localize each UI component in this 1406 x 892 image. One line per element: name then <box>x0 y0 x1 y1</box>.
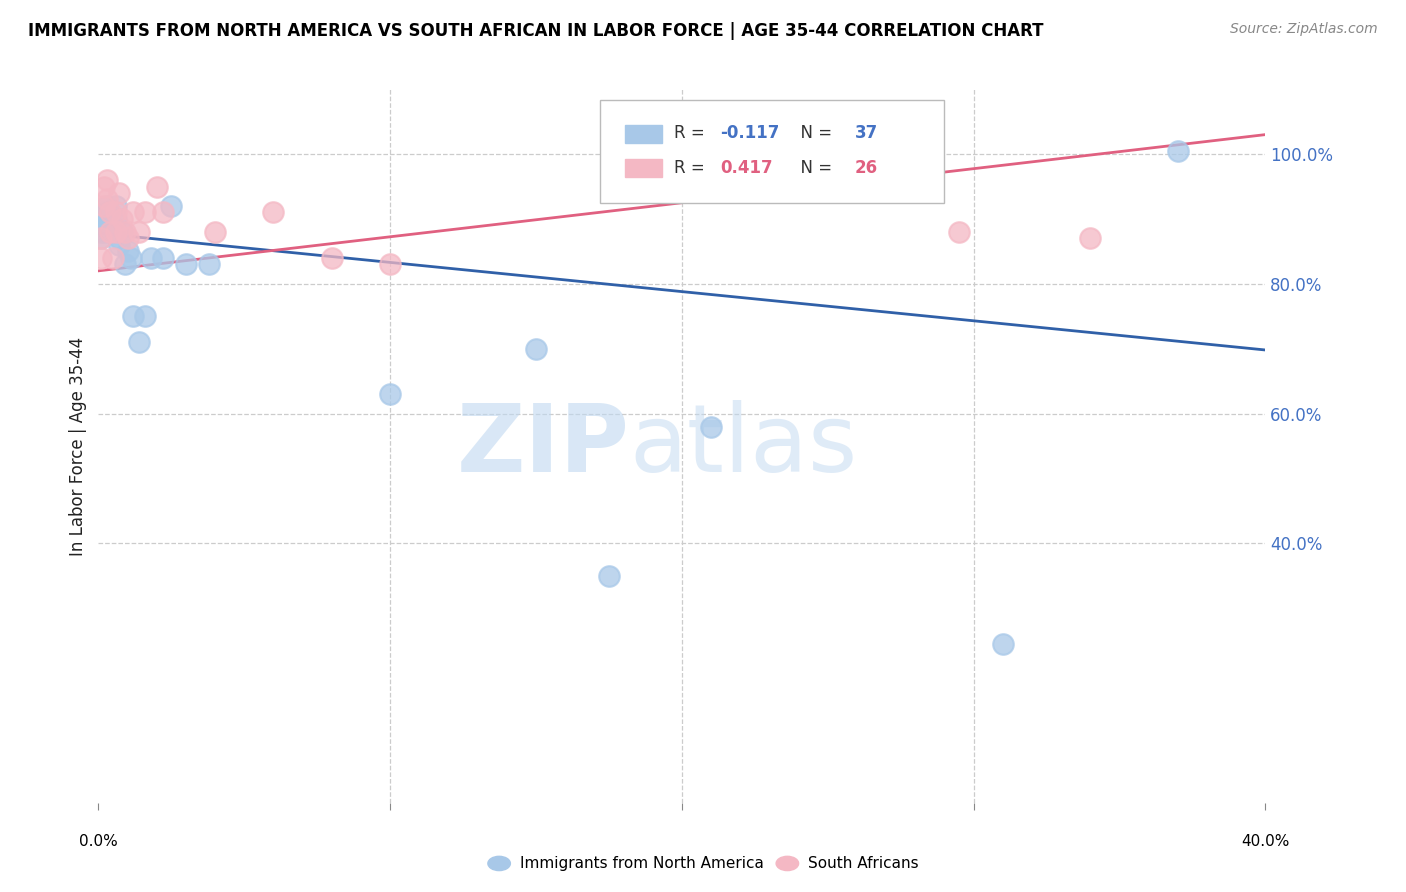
Text: atlas: atlas <box>630 400 858 492</box>
Point <box>96 211 118 226</box>
Point <box>96 193 118 207</box>
Point <box>321 251 343 265</box>
Text: Source: ZipAtlas.com: Source: ZipAtlas.com <box>1230 22 1378 37</box>
Text: ZIP: ZIP <box>457 400 630 492</box>
Point <box>96 205 118 219</box>
Point <box>700 419 723 434</box>
Point <box>96 219 118 233</box>
Point <box>146 179 169 194</box>
Point <box>104 199 127 213</box>
Point <box>378 387 402 401</box>
Point <box>139 251 162 265</box>
Point <box>98 219 121 233</box>
Point <box>108 238 131 252</box>
Text: N =: N = <box>790 159 838 177</box>
Point <box>90 231 112 245</box>
Text: South Africans: South Africans <box>808 856 920 871</box>
Text: -0.117: -0.117 <box>720 125 780 143</box>
Point <box>93 179 115 194</box>
Point <box>101 225 124 239</box>
Point <box>93 205 115 219</box>
FancyBboxPatch shape <box>600 100 945 203</box>
Point <box>93 199 115 213</box>
Text: Immigrants from North America: Immigrants from North America <box>520 856 763 871</box>
Point <box>174 257 197 271</box>
Point <box>117 244 139 259</box>
Point <box>114 225 136 239</box>
Point <box>98 225 121 239</box>
Point <box>90 211 112 226</box>
Text: N =: N = <box>790 125 838 143</box>
Point <box>98 225 121 239</box>
Point <box>991 637 1014 651</box>
Point <box>111 225 134 239</box>
Point <box>122 205 145 219</box>
Point <box>111 211 134 226</box>
Point <box>93 225 115 239</box>
Point <box>1167 144 1189 158</box>
Point <box>204 225 226 239</box>
Point <box>90 231 112 245</box>
Text: 26: 26 <box>855 159 877 177</box>
Point <box>378 257 402 271</box>
Text: 40.0%: 40.0% <box>1241 834 1289 849</box>
Point <box>98 205 121 219</box>
Point <box>90 251 112 265</box>
Point <box>134 205 156 219</box>
Point <box>262 205 284 219</box>
Point <box>104 225 127 239</box>
Point <box>98 211 121 226</box>
Point <box>93 219 115 233</box>
Point <box>128 225 150 239</box>
Point <box>101 251 124 265</box>
Text: 0.417: 0.417 <box>720 159 773 177</box>
Point <box>948 225 970 239</box>
Text: 0.0%: 0.0% <box>79 834 118 849</box>
Point <box>160 199 183 213</box>
Point <box>104 205 127 219</box>
FancyBboxPatch shape <box>624 160 662 178</box>
Point <box>152 205 174 219</box>
Point <box>120 251 142 265</box>
Point <box>96 173 118 187</box>
Point <box>117 231 139 245</box>
Point <box>598 568 620 582</box>
Point <box>128 335 150 350</box>
FancyBboxPatch shape <box>624 125 662 143</box>
Y-axis label: In Labor Force | Age 35-44: In Labor Force | Age 35-44 <box>69 336 87 556</box>
Point <box>1080 231 1102 245</box>
Point <box>134 310 156 324</box>
Point <box>96 199 118 213</box>
Text: R =: R = <box>673 125 710 143</box>
Point <box>90 225 112 239</box>
Text: R =: R = <box>673 159 710 177</box>
Point <box>114 257 136 271</box>
Point <box>152 251 174 265</box>
Text: 37: 37 <box>855 125 877 143</box>
Point <box>524 342 547 356</box>
Point <box>101 219 124 233</box>
Point <box>104 211 127 226</box>
Point <box>108 231 131 245</box>
Point <box>122 310 145 324</box>
Point <box>198 257 221 271</box>
Text: IMMIGRANTS FROM NORTH AMERICA VS SOUTH AFRICAN IN LABOR FORCE | AGE 35-44 CORREL: IMMIGRANTS FROM NORTH AMERICA VS SOUTH A… <box>28 22 1043 40</box>
Point <box>108 186 131 200</box>
